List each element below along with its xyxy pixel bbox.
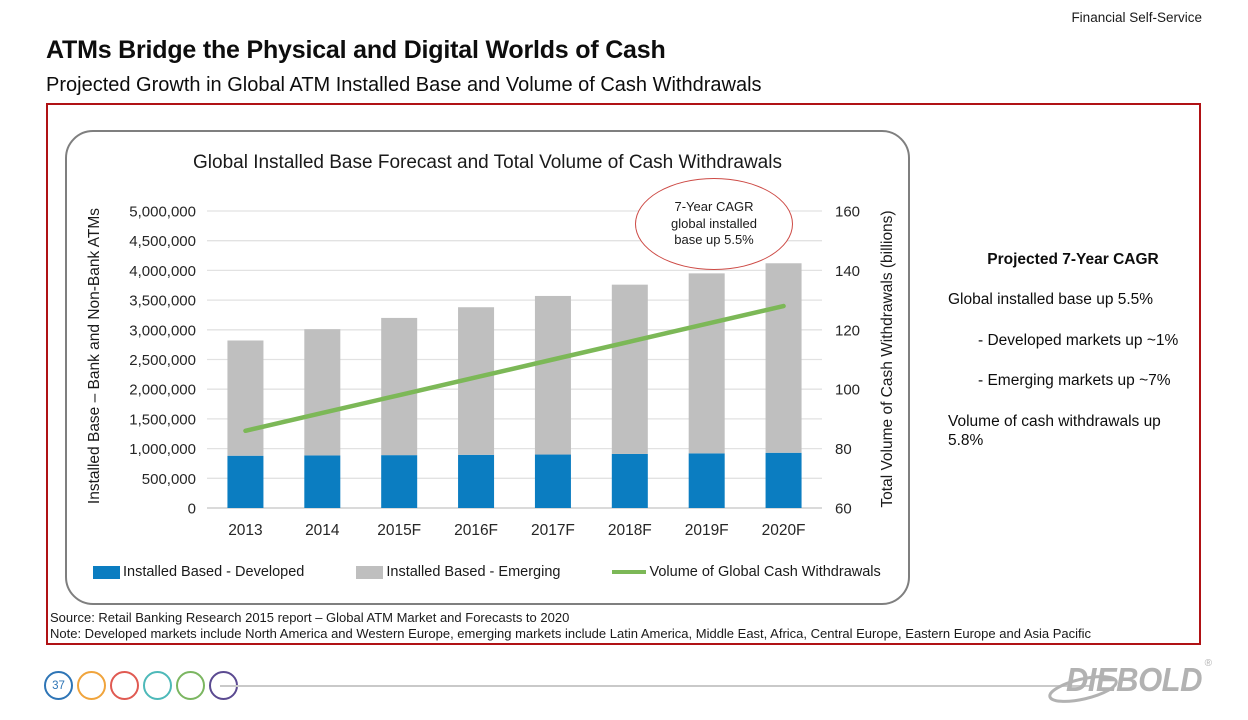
- svg-text:60: 60: [835, 501, 852, 518]
- svg-text:2,000,000: 2,000,000: [129, 382, 196, 399]
- svg-text:500,000: 500,000: [142, 471, 196, 488]
- svg-text:2017F: 2017F: [531, 522, 575, 539]
- callout-heading: Projected 7-Year CAGR: [987, 251, 1159, 268]
- svg-text:160: 160: [835, 204, 860, 221]
- svg-text:3,500,000: 3,500,000: [129, 293, 196, 310]
- nav-dot: [110, 671, 139, 700]
- svg-text:3,000,000: 3,000,000: [129, 322, 196, 339]
- legend-label-developed: Installed Based - Developed: [123, 564, 305, 580]
- svg-text:1,500,000: 1,500,000: [129, 411, 196, 428]
- cagr-ellipse-annotation: 7-Year CAGR global installed base up 5.5…: [635, 178, 793, 270]
- chart-legend: Installed Based - Developed Installed Ba…: [93, 564, 881, 580]
- chart-canvas: 0 500,000 1,000,000 1,500,000 2,000,000 2,500…: [129, 204, 860, 540]
- svg-text:2016F: 2016F: [454, 522, 498, 539]
- svg-text:5,000,000: 5,000,000: [129, 204, 196, 221]
- nav-dot: [143, 671, 172, 700]
- eyebrow-label: Financial Self-Service: [1071, 10, 1202, 25]
- svg-text:80: 80: [835, 441, 852, 458]
- footer-dots: 37: [44, 671, 238, 700]
- annotation-line: global installed: [670, 215, 757, 231]
- svg-text:2018F: 2018F: [608, 522, 652, 539]
- svg-text:2014: 2014: [305, 522, 340, 539]
- svg-text:140: 140: [835, 263, 860, 280]
- markets-note: Note: Developed markets include North Am…: [50, 625, 1092, 641]
- left-axis-title: Installed Base – Bank and Non-Bank ATMs: [86, 207, 103, 505]
- footnotes: Source: Retail Banking Research 2015 rep…: [50, 610, 1091, 641]
- callout-line: Volume of cash withdrawals up 5.8%: [948, 412, 1161, 449]
- legend-item-emerging: Installed Based - Emerging: [356, 564, 560, 580]
- source-note: Source: Retail Banking Research 2015 rep…: [50, 610, 570, 625]
- right-axis-title: Total Volume of Cash Withdrawals (billio…: [879, 210, 896, 508]
- legend-label-withdrawals: Volume of Global Cash Withdrawals: [649, 564, 881, 580]
- nav-dot: [77, 671, 106, 700]
- legend-line-withdrawals-icon: [612, 570, 647, 574]
- svg-text:1,000,000: 1,000,000: [129, 441, 196, 458]
- svg-text:120: 120: [835, 322, 860, 339]
- svg-text:4,500,000: 4,500,000: [129, 233, 196, 250]
- legend-label-emerging: Installed Based - Emerging: [386, 564, 561, 580]
- svg-text:2,500,000: 2,500,000: [129, 352, 196, 369]
- logo-swoosh-icon: [1048, 675, 1118, 703]
- nav-dot: [176, 671, 205, 700]
- page-subtitle: Projected Growth in Global ATM Installed…: [46, 74, 762, 96]
- legend-swatch-emerging-icon: [356, 565, 384, 579]
- chart-panel: Global Installed Base Forecast and Total…: [65, 130, 910, 605]
- svg-text:2013: 2013: [228, 522, 262, 539]
- chart-title: Global Installed Base Forecast and Total…: [193, 152, 782, 173]
- annotation-line: 7-Year CAGR: [674, 198, 754, 214]
- diebold-logo: DIEBOLD ®: [1048, 658, 1212, 704]
- svg-text:100: 100: [835, 382, 860, 399]
- registered-mark: ®: [1204, 658, 1212, 669]
- page-title: ATMs Bridge the Physical and Digital Wor…: [46, 36, 666, 64]
- callout-panel: Projected 7-Year CAGR Global installed b…: [948, 250, 1198, 471]
- annotation-line: base up 5.5%: [674, 232, 754, 248]
- legend-swatch-developed-icon: [93, 565, 120, 579]
- svg-text:0: 0: [188, 501, 196, 518]
- footer-divider-line: [220, 685, 1092, 687]
- page-number: 37: [52, 679, 65, 692]
- logo-text: DIEBOLD: [1066, 660, 1203, 699]
- svg-text:2020F: 2020F: [762, 522, 806, 539]
- svg-text:2015F: 2015F: [377, 522, 421, 539]
- svg-text:2019F: 2019F: [685, 522, 729, 539]
- callout-line: Global installed base up 5.5%: [948, 291, 1154, 309]
- legend-item-withdrawals: Volume of Global Cash Withdrawals: [612, 564, 881, 580]
- svg-text:4,000,000: 4,000,000: [129, 263, 196, 280]
- page-number-badge: 37: [44, 671, 73, 700]
- legend-item-developed: Installed Based - Developed: [93, 564, 304, 580]
- callout-line: - Emerging markets up ~7%: [978, 372, 1171, 390]
- callout-line: - Developed markets up ~1%: [978, 331, 1179, 349]
